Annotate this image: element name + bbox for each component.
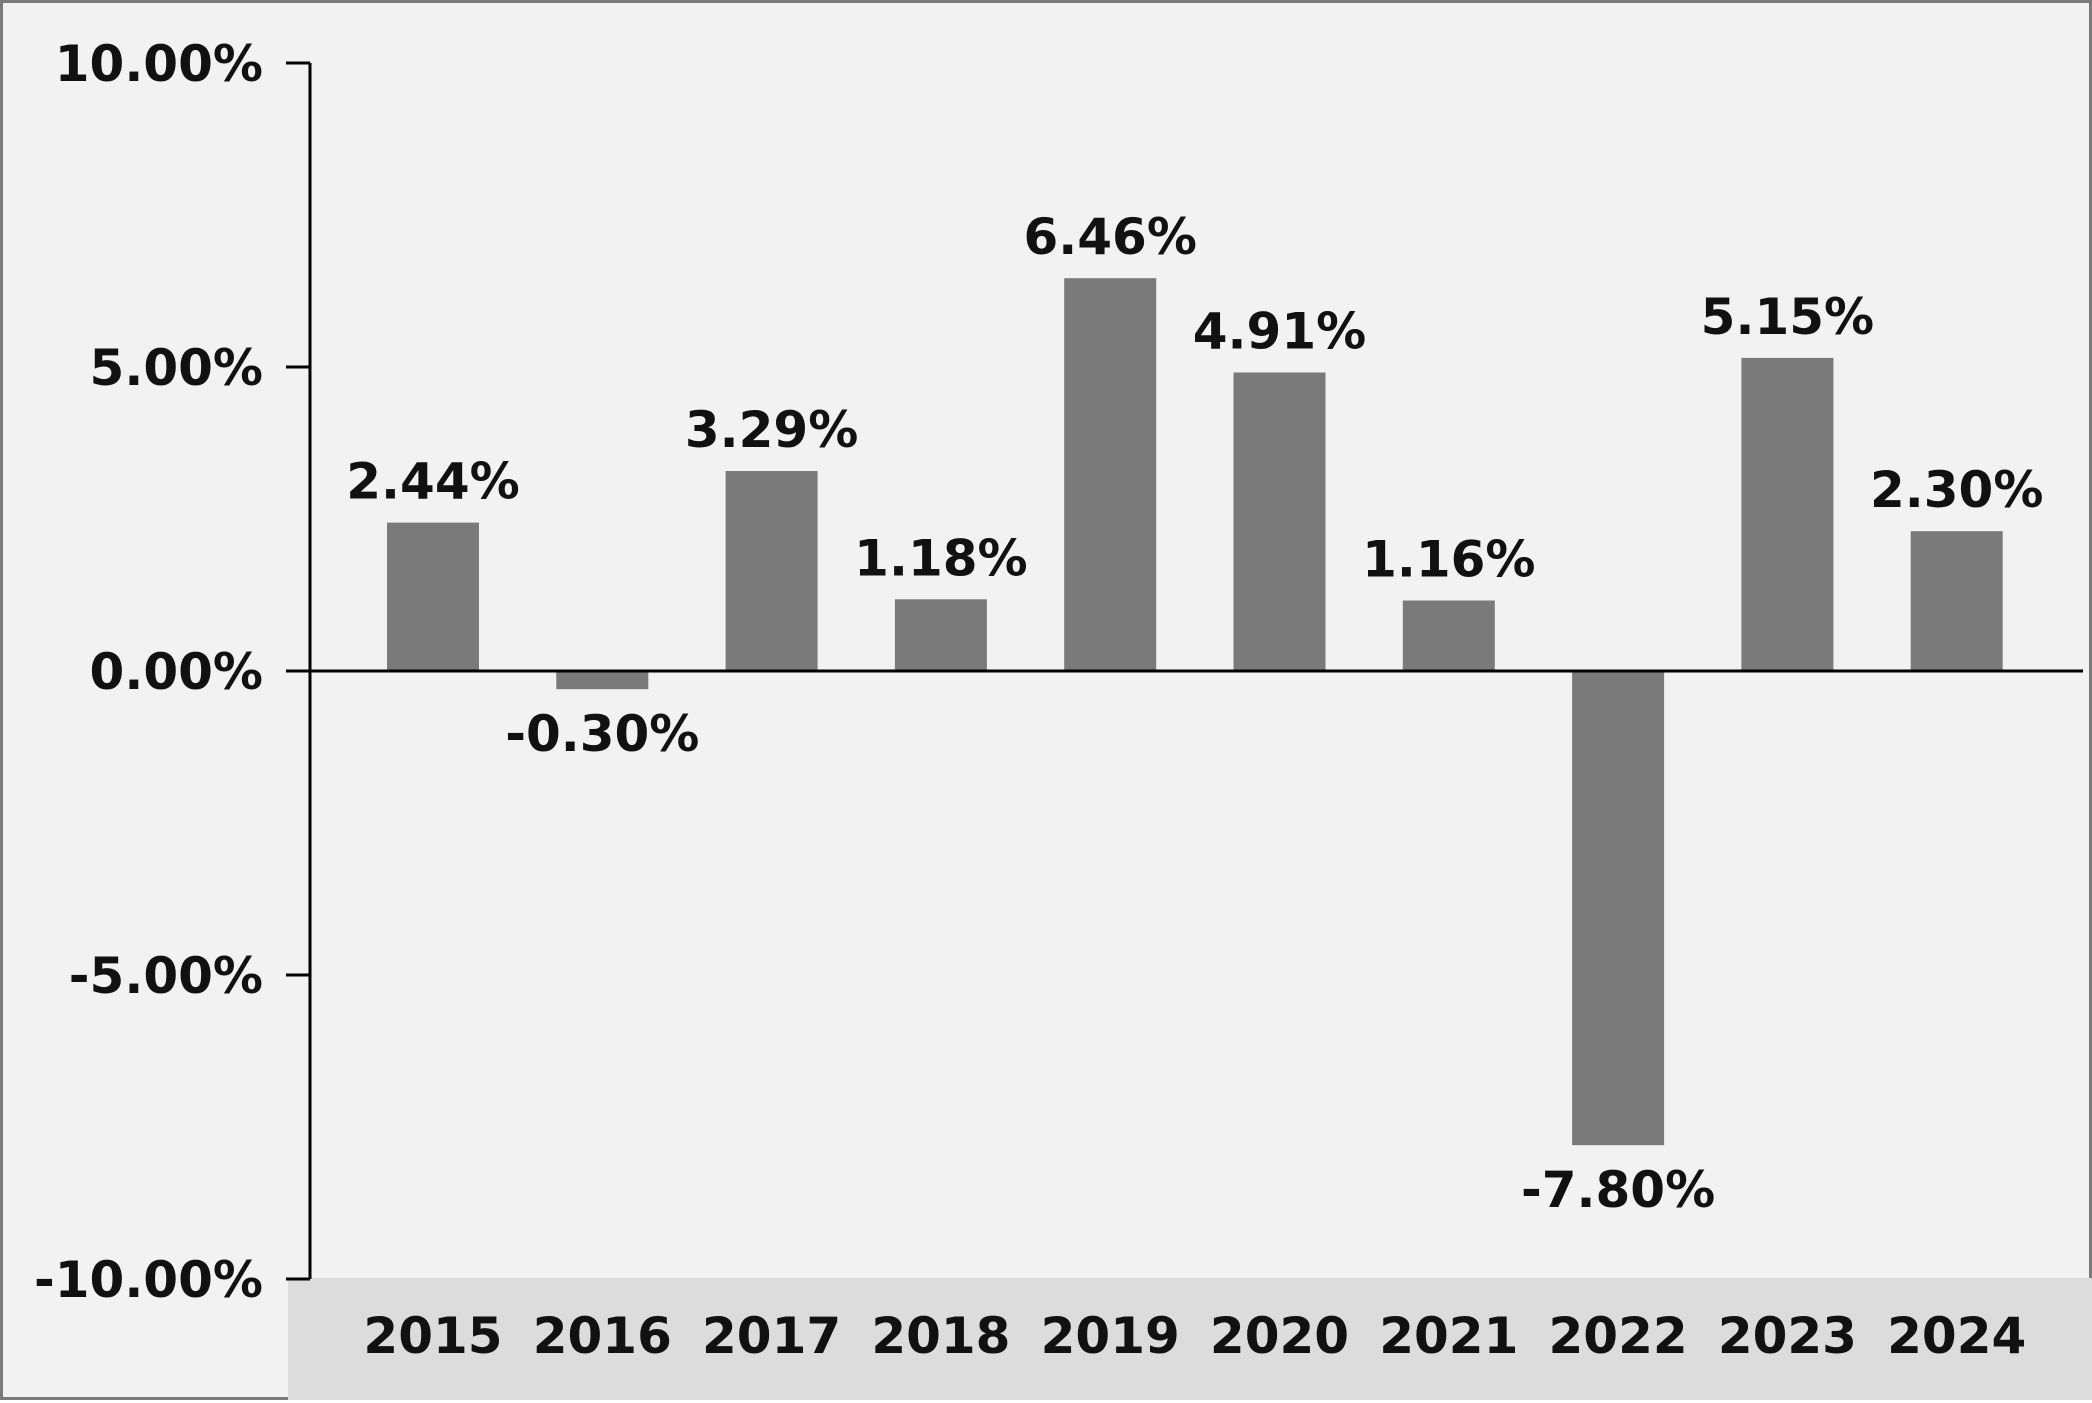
x-category-label-2021: 2021 [1379,1307,1518,1365]
x-category-label-2018: 2018 [871,1307,1010,1365]
bar-2021 [1402,600,1495,671]
y-tick-label: 0.00% [90,643,263,701]
y-tick-label: -5.00% [69,947,263,1005]
bar-chart: 10.00% 5.00% 0.00% -5.00% -10.00% 2.44% -0.30%… [34,35,2092,1400]
data-label-2020: 4.91% [1193,303,1366,361]
x-category-label-2016: 2016 [533,1307,672,1365]
bar-2016 [556,671,649,690]
y-tick-label: 10.00% [55,35,263,93]
data-label-2022: -7.80% [1521,1161,1715,1219]
x-category-label-2020: 2020 [1210,1307,1349,1365]
data-label-2016: -0.30% [505,705,699,763]
x-category-label-2022: 2022 [1549,1307,1688,1365]
x-category-label-2023: 2023 [1718,1307,1857,1365]
axes-group [286,61,2083,1281]
bar-2018 [894,599,987,671]
x-category-label-2024: 2024 [1887,1307,2026,1365]
x-category-label-2015: 2015 [363,1307,502,1365]
data-label-2015: 2.44% [346,453,519,511]
category-band [288,1278,2092,1400]
labels-group: 10.00% 5.00% 0.00% -5.00% -10.00% 2.44% -0.30%… [34,35,2043,1365]
bar-2020 [1233,372,1326,671]
data-label-2018: 1.18% [854,529,1027,587]
data-label-2021: 1.16% [1362,531,1535,589]
bar-2022 [1572,671,1665,1146]
bar-2024 [1910,531,2003,671]
y-tick-label: -10.00% [34,1251,263,1309]
x-category-label-2019: 2019 [1041,1307,1180,1365]
data-label-2017: 3.29% [685,401,858,459]
y-tick-label: 5.00% [90,339,263,397]
data-label-2023: 5.15% [1701,288,1874,346]
data-label-2024: 2.30% [1870,461,2043,519]
bar-2023 [1741,357,1834,671]
bar-2017 [725,471,818,671]
bar-2015 [387,522,479,671]
x-category-label-2017: 2017 [702,1307,841,1365]
bars-group [387,278,2003,1146]
data-label-2019: 6.46% [1023,208,1196,266]
bar-2019 [1064,278,1157,671]
